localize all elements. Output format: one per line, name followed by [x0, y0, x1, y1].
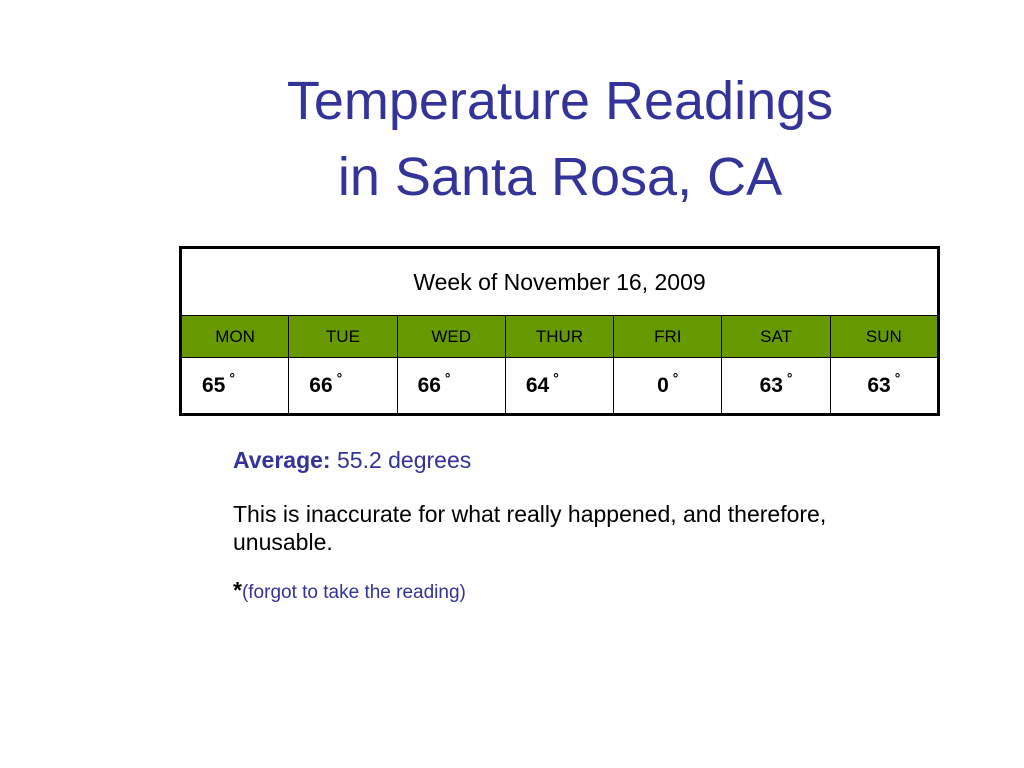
day-fri: FRI	[613, 315, 723, 358]
temperature-row: 65 ° 66 ° 66 ° 64 ° 0 ° 63 ° 63 °	[179, 357, 940, 415]
degree-symbol: °	[336, 369, 343, 386]
temp-tue: 66 °	[288, 357, 398, 415]
day-thur: THUR	[504, 315, 615, 358]
day-mon: MON	[179, 315, 290, 358]
temp-sun: 63 °	[829, 357, 940, 415]
day-tue: TUE	[288, 315, 398, 358]
slide-title-line-2: in Santa Rosa, CA	[337, 147, 783, 207]
degree-symbol: °	[444, 369, 451, 386]
slide-title-line-1: Temperature Readings	[286, 71, 834, 131]
temp-sat: 63 °	[721, 357, 831, 415]
temp-wed: 66 °	[396, 357, 506, 415]
degree-symbol: °	[786, 369, 793, 386]
temp-value: 63	[759, 373, 783, 397]
temp-value: 63	[867, 373, 891, 397]
temp-value: 0	[657, 373, 669, 397]
day-sun: SUN	[829, 315, 940, 358]
temp-value: 66	[417, 373, 441, 397]
temp-mon: 65 °	[179, 357, 290, 415]
footnote-text: (forgot to take the reading)	[241, 582, 466, 604]
temp-value: 64	[525, 373, 550, 397]
average-line: Average: 55.2 degrees	[233, 446, 873, 474]
accuracy-comment: This is inaccurate for what really happe…	[233, 501, 827, 556]
degree-symbol: °	[553, 369, 559, 386]
temp-fri: 0 °	[613, 357, 723, 415]
table-header-row: Week of November 16, 2009	[180, 247, 939, 316]
average-label: Average:	[233, 447, 331, 473]
degree-symbol: °	[894, 369, 901, 386]
footnote-asterisk: *	[233, 577, 242, 604]
temp-value: 66	[309, 373, 333, 397]
temperature-table: Week of November 16, 2009 MON TUE WED TH…	[179, 246, 940, 416]
average-value: 55.2 degrees	[330, 447, 472, 473]
day-row: MON TUE WED THUR FRI SAT SUN	[179, 315, 940, 358]
week-header: Week of November 16, 2009	[180, 247, 939, 316]
footnote: *(forgot to take the reading)	[233, 576, 873, 604]
degree-symbol: °	[229, 369, 235, 386]
temp-thur: 64 °	[504, 357, 615, 415]
notes-section: Average: 55.2 degrees This is inaccurate…	[233, 446, 873, 604]
degree-symbol: °	[672, 369, 679, 386]
temp-value: 65	[202, 373, 226, 397]
day-wed: WED	[396, 315, 506, 358]
day-sat: SAT	[721, 315, 831, 358]
